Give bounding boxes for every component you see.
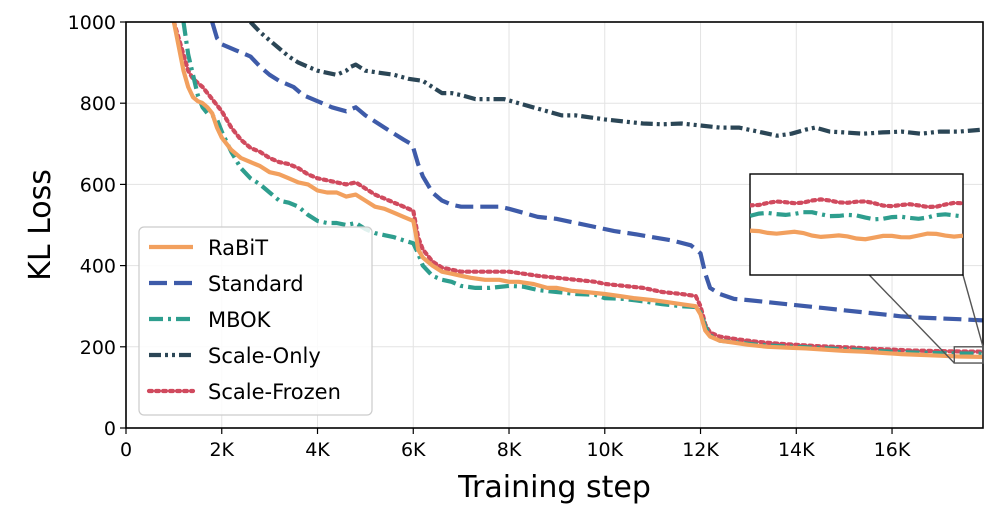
- y-tick-label: 400: [80, 256, 116, 278]
- y-axis-title: KL Loss: [23, 169, 58, 281]
- x-tick-label: 16K: [874, 439, 911, 461]
- x-tick-label: 6K: [401, 439, 426, 461]
- zoom-region-box: [953, 346, 984, 364]
- inset-box: [749, 173, 964, 276]
- y-tick-label: 200: [80, 337, 116, 359]
- x-tick-label: 8K: [497, 439, 522, 461]
- x-tick-label: 14K: [778, 439, 815, 461]
- series-line-scale-frozen: [171, 22, 983, 354]
- series-line-standard: [210, 22, 983, 323]
- y-tick-label: 800: [80, 93, 116, 115]
- y-axis: 0 200 400 600 800 1000: [68, 12, 126, 440]
- x-tick-label: 0: [120, 439, 132, 461]
- legend-label-scale-frozen: Scale-Frozen: [208, 380, 341, 404]
- x-tick-label: 10K: [586, 439, 623, 461]
- legend-label-scale-only: Scale-Only: [208, 344, 321, 368]
- inset-line-rabit: [750, 228, 963, 242]
- inset: [749, 173, 984, 364]
- y-tick-label: 1000: [68, 12, 116, 34]
- x-tick-label: 2K: [209, 439, 234, 461]
- series-line-rabit: [171, 22, 983, 359]
- series-line-scale-only: [248, 22, 983, 138]
- legend: RaBiT Standard MBOK Scale-Only Scale-Frozen: [138, 226, 373, 416]
- zoom-connector: [868, 274, 955, 364]
- x-axis: 0 2K 4K 6K 8K 10K 12K 14K 16K: [120, 428, 911, 461]
- legend-box: [138, 226, 373, 416]
- plot-frame: [125, 21, 984, 429]
- inset-line-mbok: [750, 210, 963, 222]
- series-line-mbok: [181, 22, 983, 356]
- zoom-connector: [962, 274, 984, 347]
- legend-label-rabit: RaBiT: [208, 236, 268, 260]
- y-tick-label: 600: [80, 174, 116, 196]
- legend-label-mbok: MBOK: [208, 308, 272, 332]
- x-tick-label: 12K: [682, 439, 719, 461]
- inset-series: [750, 197, 963, 242]
- y-tick-label: 0: [104, 418, 116, 440]
- x-tick-label: 4K: [305, 439, 330, 461]
- series-layer: [171, 22, 983, 359]
- inset-line-scale-frozen: [750, 197, 963, 210]
- x-axis-title: Training step: [457, 470, 651, 505]
- legend-label-standard: Standard: [208, 272, 304, 296]
